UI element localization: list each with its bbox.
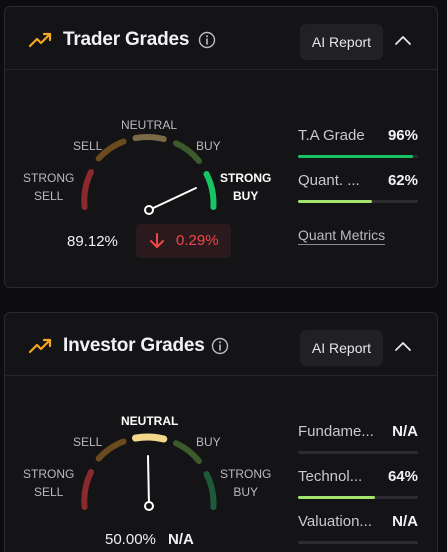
info-icon[interactable] xyxy=(198,31,216,49)
metric-value: 62% xyxy=(387,172,418,189)
gauge-segment-strong-sell xyxy=(81,169,94,210)
chevron-up-icon[interactable] xyxy=(393,338,413,354)
trader-grades-card: Trader Grades AI Report NEUTRAL SELL BUY… xyxy=(4,6,438,288)
trader-grades-title: Trader Grades xyxy=(63,29,190,50)
metric-value: 96% xyxy=(387,127,418,144)
gauge-segment-neutral xyxy=(132,133,167,142)
metric-fill xyxy=(298,155,414,158)
trader-change-value: 0.29% xyxy=(176,232,219,249)
investor-grades-title: Investor Grades xyxy=(63,335,205,356)
trader-change-badge: 0.29% xyxy=(136,224,231,258)
metric-fill xyxy=(298,200,373,203)
investor-score: 50.00% xyxy=(105,531,156,548)
investor-gauge: NEUTRAL SELL BUY STRONG SELL STRONG BUY xyxy=(5,370,285,552)
gauge-label-strong-buy: STRONG BUY xyxy=(220,171,272,203)
gauge-pivot xyxy=(144,501,154,511)
gauge-label-strong-sell: STRONG SELL xyxy=(23,171,75,203)
gauge-segment-sell xyxy=(95,138,127,162)
metric-track xyxy=(298,496,418,499)
trader-score: 89.12% xyxy=(67,233,118,250)
quant-metrics-link[interactable]: Quant Metrics xyxy=(298,227,386,245)
chevron-up-icon[interactable] xyxy=(393,32,413,48)
gauge-segment-strong-buy xyxy=(203,471,217,510)
gauge-segment-strong-buy xyxy=(203,171,217,210)
investor-grades-card: Investor Grades AI Report NEUTRAL SELL B… xyxy=(4,312,438,552)
gauge-label-buy: BUY xyxy=(196,435,221,449)
metric-name: Valuation... xyxy=(298,513,372,530)
info-icon[interactable] xyxy=(211,337,229,355)
metric-fill xyxy=(298,496,375,499)
gauge-needle xyxy=(148,187,197,211)
trader-gauge-svg xyxy=(81,133,217,215)
metric-name: T.A Grade xyxy=(298,127,365,144)
investor-ai-report-button[interactable]: AI Report xyxy=(300,330,383,366)
trending-up-icon xyxy=(29,338,52,354)
gauge-segment-strong-sell xyxy=(81,469,94,510)
gauge-segment-neutral xyxy=(132,433,168,443)
gauge-segment-sell xyxy=(95,438,127,462)
gauge-segment-buy xyxy=(173,140,202,164)
metric-value: 64% xyxy=(387,468,418,485)
metric-track xyxy=(298,200,418,203)
metric-track xyxy=(298,451,418,454)
gauge-label-buy: BUY xyxy=(196,139,221,153)
gauge-label-sell: SELL xyxy=(73,435,103,449)
metric-name: Technol... xyxy=(298,468,363,485)
investor-gauge-svg xyxy=(81,433,217,511)
metric-value: N/A xyxy=(392,423,418,440)
metric-name: Fundame... xyxy=(298,423,374,440)
gauge-label-strong-sell: STRONG SELL xyxy=(23,467,75,499)
metric-track xyxy=(298,155,418,158)
trader-grades-header[interactable]: Trader Grades AI Report xyxy=(5,7,437,70)
investor-grades-header[interactable]: Investor Grades AI Report xyxy=(5,313,437,376)
gauge-label-sell: SELL xyxy=(73,139,103,153)
gauge-label-strong-buy: STRONG BUY xyxy=(220,467,272,499)
trader-ai-report-button[interactable]: AI Report xyxy=(300,24,383,60)
arrow-down-icon xyxy=(150,233,164,248)
gauge-label-neutral: NEUTRAL xyxy=(121,118,178,132)
metric-value: N/A xyxy=(392,513,418,530)
gauge-label-neutral: NEUTRAL xyxy=(121,414,179,428)
trending-up-icon xyxy=(29,32,52,48)
gauge-segment-buy xyxy=(173,440,202,464)
metric-track xyxy=(298,541,418,544)
metric-name: Quant. ... xyxy=(298,172,360,189)
gauge-pivot xyxy=(144,205,154,215)
gauge-needle xyxy=(147,455,150,507)
investor-change-value: N/A xyxy=(168,531,194,548)
trader-gauge: NEUTRAL SELL BUY STRONG SELL STRONG BUY xyxy=(5,70,285,270)
